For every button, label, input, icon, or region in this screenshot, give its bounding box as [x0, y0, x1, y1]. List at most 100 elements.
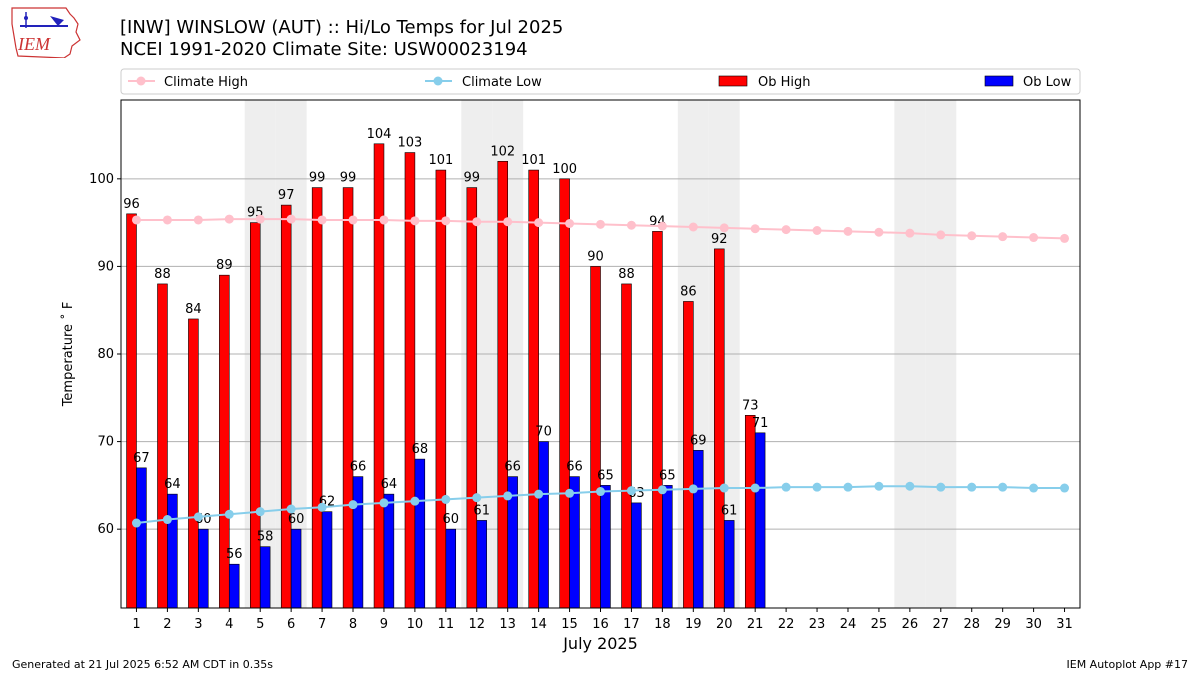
ob-low-label-19: 69: [690, 433, 707, 448]
climate-high-point-16: [596, 219, 605, 229]
climate-low-point-20: [719, 483, 729, 493]
ob-low-label-14: 70: [535, 425, 552, 440]
climate-high-point-17: [626, 220, 636, 230]
ob-low-label-10: 68: [412, 442, 429, 457]
climate-high-point-11: [441, 216, 451, 226]
ob-high-bar-2: [157, 283, 168, 609]
ob-low-bar-4: [228, 563, 240, 609]
ob-high-label-2: 88: [154, 267, 171, 282]
chart-title: [INW] WINSLOW (AUT) :: Hi/Lo Temps for J…: [120, 17, 564, 38]
ob-low-label-4: 56: [226, 547, 243, 562]
ob-low-bar-5: [259, 546, 271, 609]
ob-low-bar-12: [476, 520, 487, 609]
ob-low-bar-14: [538, 441, 549, 609]
ob-high-bar-8: [342, 187, 354, 609]
ob-high-label-21: 73: [742, 398, 759, 413]
ob-high-label-8: 99: [340, 171, 357, 186]
ob-high-bar-16: [590, 266, 601, 609]
x-tick-label-7: 7: [318, 617, 326, 632]
legend-climate-low-label: Climate Low: [462, 75, 542, 90]
x-tick-label-1: 1: [132, 617, 140, 632]
ob-high-bar-21: [744, 415, 756, 609]
climate-high-point-31: [1060, 233, 1070, 243]
ob-high-bar-12: [466, 187, 478, 609]
ob-high-bar-18: [652, 231, 663, 609]
x-tick-label-3: 3: [194, 617, 202, 632]
ob-low-label-13: 66: [504, 460, 521, 475]
plot-frame: [120, 99, 1081, 609]
climate-high-point-9: [379, 215, 389, 225]
x-tick-label-19: 19: [685, 617, 702, 632]
ob-low-label-21: 71: [752, 416, 769, 431]
ob-low-label-18: 65: [659, 468, 676, 483]
legend-ob-high-swatch: [718, 75, 748, 87]
x-tick-label-12: 12: [468, 617, 485, 632]
y-axis-label: Temperature ˚ F: [60, 302, 76, 408]
app-credit: IEM Autoplot App #17: [1066, 658, 1189, 671]
climate-high-point-19: [688, 222, 698, 232]
climate-low-point-17: [626, 486, 636, 496]
ob-low-bar-8: [352, 476, 364, 609]
ob-low-bar-7: [321, 511, 333, 609]
ob-low-bar-17: [631, 502, 642, 609]
climate-low-point-7: [317, 502, 327, 512]
x-axis-label: July 2025: [562, 634, 638, 653]
ob-low-label-1: 67: [133, 451, 150, 466]
climate-low-point-10: [410, 496, 420, 506]
generated-timestamp: Generated at 21 Jul 2025 6:52 AM CDT in …: [12, 658, 273, 671]
climate-high-point-8: [348, 215, 358, 225]
climate-low-point-13: [503, 491, 513, 501]
climate-low-point-4: [224, 509, 234, 519]
ob-low-bar-19: [693, 450, 704, 609]
ob-high-label-12: 99: [464, 171, 481, 186]
legend-climate-low-marker: [433, 76, 443, 86]
ob-low-label-9: 64: [381, 477, 398, 492]
ob-low-label-15: 66: [566, 460, 583, 475]
ob-high-label-1: 96: [123, 197, 140, 212]
x-tick-label-24: 24: [840, 617, 857, 632]
climate-low-point-27: [936, 482, 946, 492]
climate-low-point-19: [688, 484, 698, 494]
x-tick-label-28: 28: [963, 617, 980, 632]
climate-high-point-7: [317, 215, 327, 225]
ob-high-label-13: 102: [490, 144, 515, 159]
x-tick-label-31: 31: [1056, 617, 1073, 632]
climate-high-point-13: [503, 217, 513, 227]
ob-high-label-7: 99: [309, 171, 326, 186]
ob-high-bar-17: [621, 283, 632, 609]
y-tick-label-90: 90: [97, 259, 114, 274]
climate-low-point-21: [750, 483, 760, 493]
ob-low-bar-6: [290, 528, 302, 609]
climate-low-point-5: [255, 507, 265, 517]
legend-ob-low-label: Ob Low: [1023, 75, 1072, 90]
x-tick-label-9: 9: [380, 617, 388, 632]
climate-high-point-1: [131, 215, 141, 225]
climate-low-point-18: [657, 485, 667, 495]
y-tick-label-80: 80: [97, 347, 114, 362]
ob-low-label-11: 60: [442, 512, 459, 527]
climate-high-point-2: [162, 215, 172, 225]
climate-high-point-10: [410, 216, 420, 226]
climate-low-point-22: [781, 482, 791, 492]
x-tick-label-5: 5: [256, 617, 264, 632]
climate-high-point-14: [534, 218, 544, 228]
legend-frame: [120, 68, 1081, 95]
ob-high-label-3: 84: [185, 302, 202, 317]
ob-high-bar-5: [250, 222, 261, 609]
ob-high-bar-19: [683, 301, 694, 609]
climate-high-point-27: [936, 230, 946, 240]
svg-text:IEM: IEM: [17, 34, 51, 54]
ob-low-bar-11: [445, 528, 457, 609]
x-tick-label-20: 20: [716, 617, 733, 632]
ob-low-bar-9: [383, 493, 395, 609]
climate-high-point-25: [874, 227, 884, 237]
ob-high-label-6: 97: [278, 188, 295, 203]
climate-low-point-26: [905, 481, 915, 491]
ob-low-bar-10: [414, 458, 426, 609]
ob-high-bar-14: [528, 169, 539, 609]
climate-low-point-1: [131, 518, 141, 528]
climate-low-point-11: [441, 494, 451, 504]
legend: Climate High Climate Low Ob High Ob Low: [120, 68, 1081, 95]
climate-high-point-3: [193, 215, 203, 225]
